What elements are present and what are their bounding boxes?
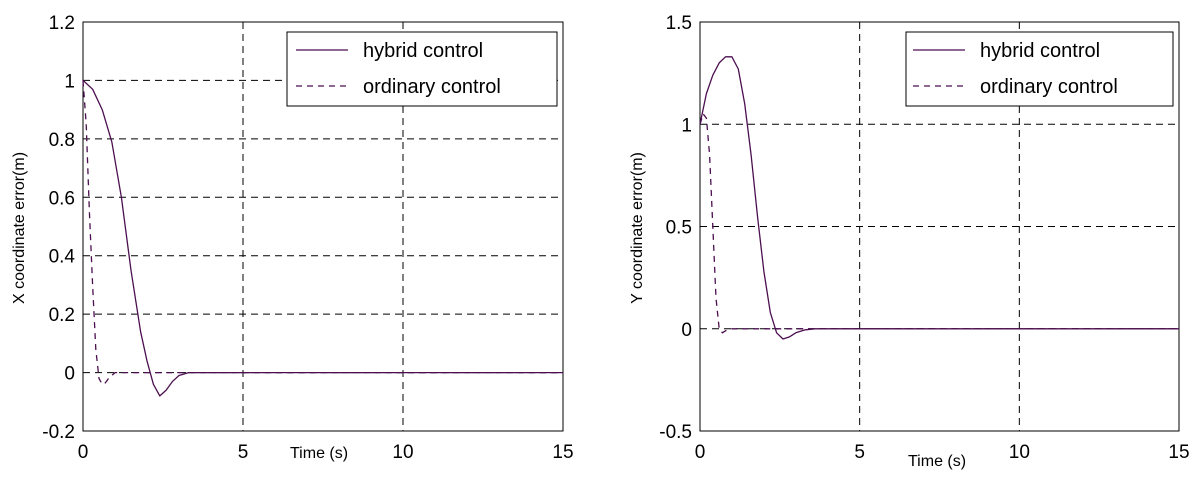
- ordinary-control-line: [82, 80, 563, 385]
- y-tick-label: 0.8: [49, 130, 75, 151]
- x-tick-label: 5: [238, 442, 249, 463]
- legend-label-ordinary: ordinary control: [363, 76, 501, 98]
- y-tick-label: 0.6: [49, 188, 75, 209]
- legend-box: [286, 31, 558, 107]
- series-lines: [82, 79, 563, 397]
- y-tick-label: 1: [64, 71, 75, 92]
- hybrid-control-line: [699, 56, 1179, 340]
- ordinary-control-line: [699, 113, 1179, 334]
- x-error-chart: 0 5 10 15-0.200.20.40.60.811.2 X coordinate…: [11, 13, 574, 463]
- x-axis-label: Time (s): [290, 445, 348, 462]
- x-axis-label: Time (s): [908, 453, 966, 470]
- y-tick-label: 0: [681, 320, 692, 341]
- x-tick-label: 5: [854, 442, 865, 463]
- y-error-chart: 0 5 10 15-0.500.511.5 Y coordinate error(m)…: [629, 13, 1190, 470]
- y-tick-label: 1.2: [49, 13, 75, 34]
- y-tick-label: 0.2: [49, 305, 75, 326]
- y-tick-label: 1: [681, 115, 692, 136]
- x-tick-label: 0: [78, 442, 89, 463]
- x-tick-label: 10: [1009, 442, 1030, 463]
- x-tick-label: 10: [392, 442, 413, 463]
- legend-label-hybrid: hybrid control: [363, 40, 483, 62]
- y-tick-label: -0.2: [42, 422, 75, 443]
- legend: hybrid control ordinary control: [905, 31, 1174, 107]
- y-tick-label: 1.5: [666, 13, 692, 34]
- legend: hybrid control ordinary control: [286, 31, 558, 107]
- x-tick-label: 0: [695, 442, 706, 463]
- ticks: 0 5 10 15-0.200.20.40.60.811.2: [42, 13, 573, 463]
- x-tick-label: 15: [1168, 442, 1189, 463]
- y-tick-label: 0.5: [666, 218, 692, 239]
- y-tick-label: 0.4: [49, 247, 76, 268]
- ticks: 0 5 10 15-0.500.511.5: [659, 13, 1189, 463]
- legend-box: [905, 31, 1174, 107]
- y-axis-label: X coordinate error(m): [11, 152, 28, 304]
- y-axis-label: Y coordinate error(m): [629, 152, 646, 304]
- x-tick-label: 15: [552, 442, 573, 463]
- y-tick-label: 0: [64, 364, 75, 385]
- y-tick-label: -0.5: [659, 422, 692, 443]
- legend-label-ordinary: ordinary control: [980, 76, 1118, 98]
- legend-label-hybrid: hybrid control: [980, 40, 1100, 62]
- series-lines: [699, 56, 1179, 340]
